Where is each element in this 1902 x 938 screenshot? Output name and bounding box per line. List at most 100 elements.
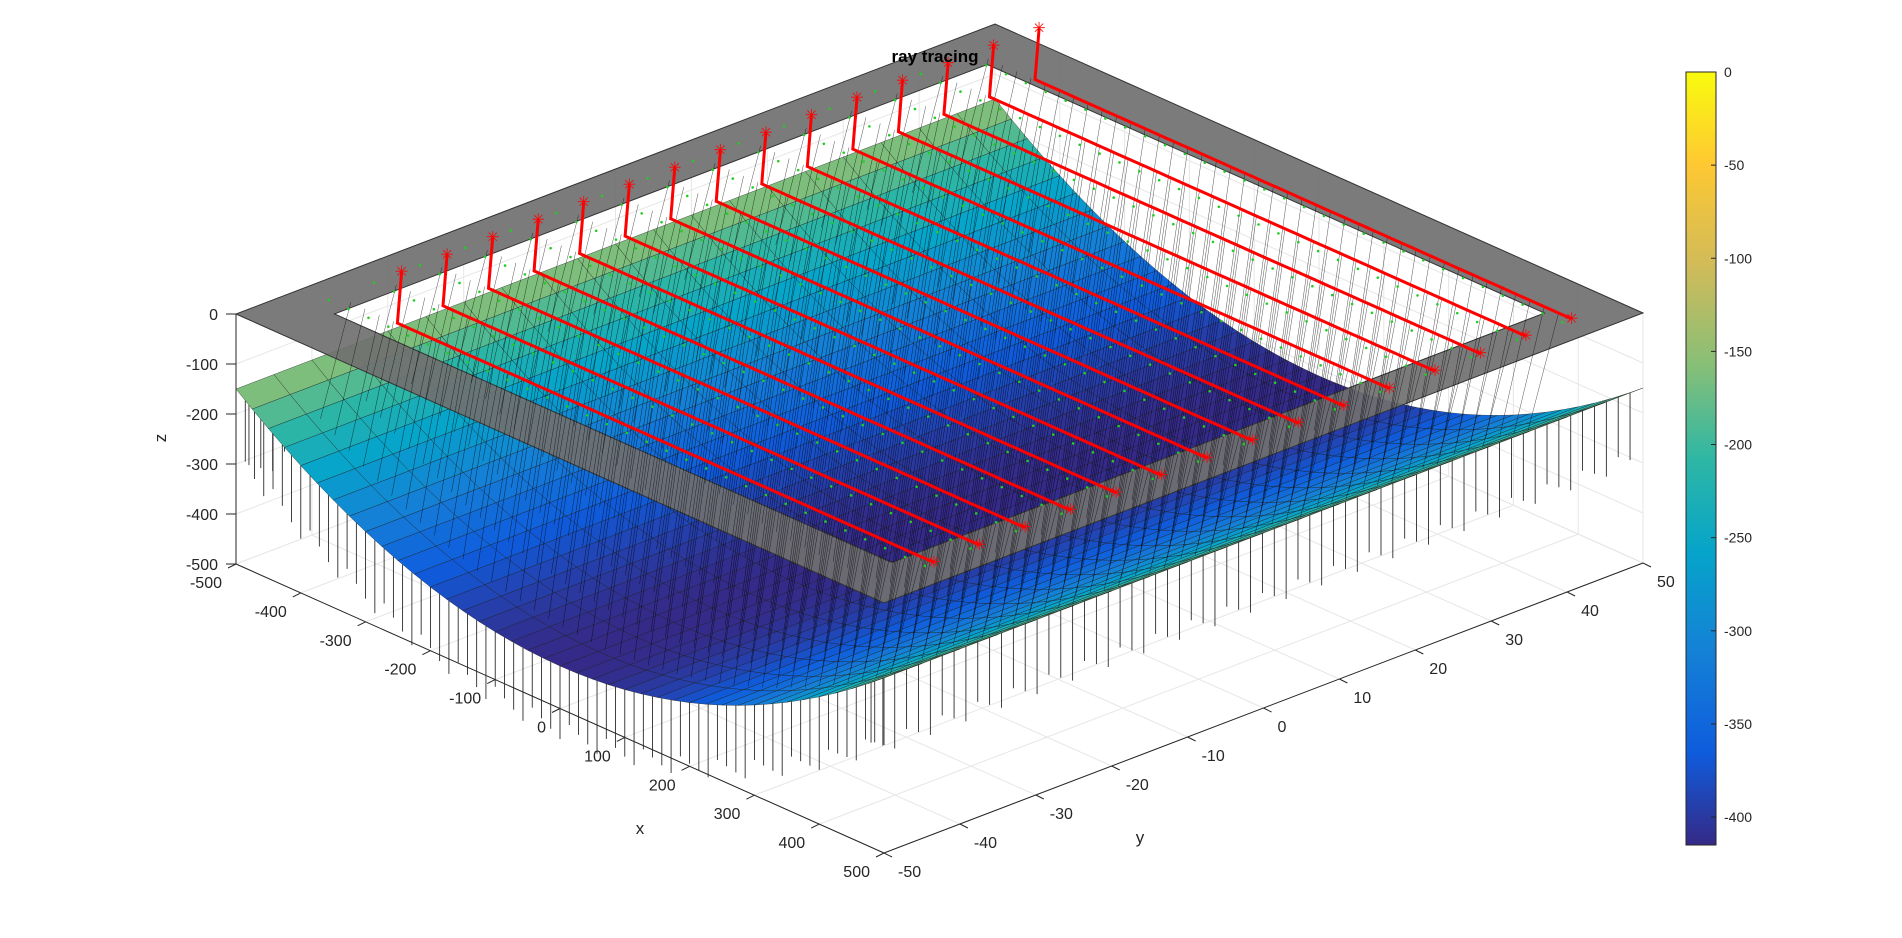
ray-endpoint-curve	[896, 80, 1436, 373]
ray-row: ✳✳	[737, 106, 1351, 415]
reference-dot	[1396, 285, 1399, 288]
reference-dot	[801, 397, 805, 400]
reference-dot	[810, 476, 813, 479]
reference-dot	[1416, 294, 1419, 297]
ray-segment	[1217, 325, 1249, 514]
reference-dot	[850, 230, 854, 234]
reference-dot	[372, 281, 376, 284]
ray-endpoint-curve	[395, 272, 935, 564]
ray-segment	[1157, 336, 1189, 530]
ray-segment	[821, 488, 853, 671]
reference-dot	[1012, 415, 1015, 419]
reference-dot	[1091, 451, 1095, 454]
reference-dot	[1098, 152, 1101, 155]
reference-dot	[1422, 258, 1425, 262]
reference-dot	[685, 194, 689, 198]
reference-dot	[875, 467, 879, 471]
ray-segment	[1200, 355, 1232, 532]
asterisk-marker: ✳	[623, 175, 636, 194]
ray-segment	[391, 334, 423, 496]
ray-segment	[1351, 309, 1383, 479]
ray-segment	[494, 342, 525, 531]
x-tick-mark	[357, 621, 366, 627]
reference-dot	[1382, 241, 1385, 244]
y-tick-label: -10	[1202, 748, 1225, 765]
ray-segment	[1095, 383, 1126, 567]
reference-dot	[1014, 529, 1018, 533]
ray-segment	[650, 223, 682, 377]
ray-segment	[411, 267, 443, 385]
reference-dot	[594, 229, 598, 233]
ray-segment	[735, 261, 767, 456]
ray-segment	[957, 58, 989, 176]
ray-segment	[482, 299, 514, 461]
reference-dot	[981, 213, 985, 216]
ray-segment	[963, 174, 995, 369]
ray-segment	[1169, 379, 1201, 549]
reference-dot	[1259, 337, 1263, 341]
reference-dot	[770, 458, 773, 462]
reference-dot	[472, 325, 475, 329]
x-tick-label: 200	[649, 777, 676, 794]
reference-dot	[1424, 373, 1428, 376]
colorbar-tick-label: -400	[1724, 809, 1752, 825]
reference-dot	[924, 301, 927, 304]
ray-segment	[1365, 316, 1397, 478]
reference-dot	[748, 335, 751, 339]
ray-segment	[593, 197, 625, 315]
x-tick-label: 300	[714, 806, 741, 823]
reference-dot	[873, 353, 876, 357]
reference-dot	[1196, 460, 1200, 463]
reference-dot	[1003, 336, 1007, 340]
reference-dot	[634, 247, 638, 250]
ray-segment	[1018, 425, 1050, 601]
reference-dot	[762, 379, 765, 383]
ray-segment	[898, 447, 930, 636]
reference-dot	[961, 204, 965, 208]
reference-dot	[987, 178, 990, 181]
reference-dot	[839, 300, 842, 304]
reference-dot	[1084, 108, 1087, 111]
ray-segment	[1137, 403, 1169, 565]
reference-dot	[1279, 346, 1283, 349]
ray-segment	[992, 375, 1024, 579]
asterisk-marker: ✳	[987, 36, 1000, 55]
ray-segment	[451, 323, 483, 492]
reference-dot	[597, 343, 600, 347]
ray-segment	[664, 229, 696, 392]
ray-segment	[946, 204, 978, 408]
reference-dot	[966, 432, 970, 436]
ray-segment	[1485, 293, 1517, 439]
ray-segment	[818, 147, 850, 293]
reference-dot	[940, 459, 944, 462]
y-tick-label: 30	[1505, 632, 1523, 649]
reference-dot	[1151, 477, 1154, 481]
ray-endpoint-curve	[1033, 28, 1573, 321]
reference-dot	[696, 388, 700, 391]
reference-dot	[506, 378, 509, 382]
reference-dot	[1168, 372, 1172, 375]
asterisk-marker: ✳	[1383, 378, 1396, 397]
reference-dot	[1208, 389, 1212, 393]
x-tick-label: 400	[778, 835, 805, 852]
ray-segment	[935, 161, 966, 345]
ray-segment	[844, 196, 875, 379]
ray-segment	[1154, 372, 1186, 549]
ray-segment	[1114, 128, 1146, 328]
reference-dot	[1217, 205, 1221, 209]
ray-segment	[638, 180, 670, 298]
reference-dot	[648, 291, 652, 294]
surface-patch	[1556, 398, 1611, 418]
ray-segment	[394, 297, 426, 434]
ray-segment	[1288, 357, 1320, 511]
reference-dot	[753, 300, 757, 303]
ray-endpoint-curve	[578, 202, 1117, 495]
reference-dot	[870, 239, 874, 242]
ray-segment	[880, 99, 912, 227]
ray-segment	[858, 202, 890, 392]
ray-segment	[519, 391, 551, 602]
reference-dot	[926, 415, 930, 418]
ray-segment	[775, 128, 807, 245]
reference-dot	[856, 195, 860, 198]
reference-dot	[617, 352, 620, 356]
